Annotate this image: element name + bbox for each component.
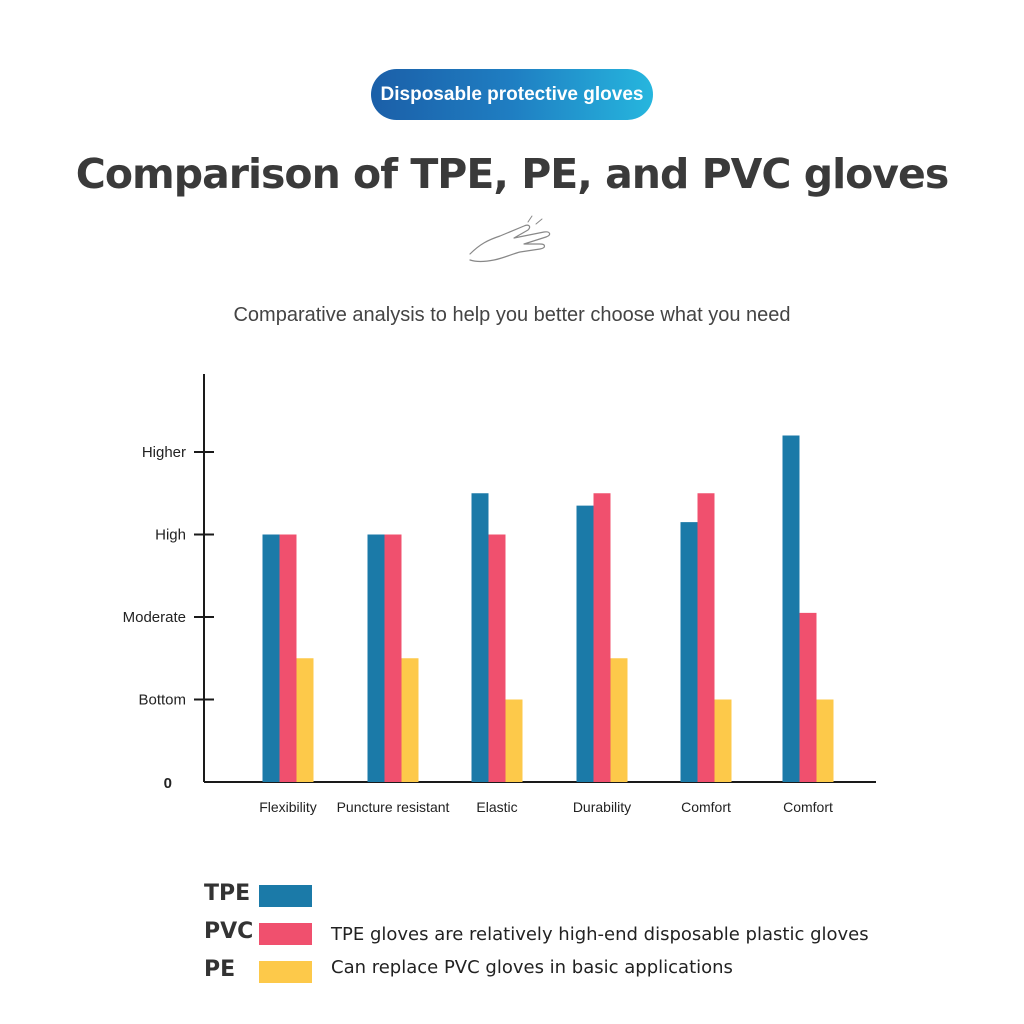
bar-tpe-3 (576, 505, 594, 782)
y-tick-label: Moderate (123, 609, 186, 626)
bar-tpe-1 (367, 534, 385, 782)
hand-icon (469, 215, 551, 263)
bar-tpe-2 (471, 493, 489, 782)
bar-pe-4 (714, 699, 732, 782)
x-category-label: Comfort (681, 799, 731, 815)
legend-swatch-tpe (259, 885, 312, 907)
bar-tpe-0 (262, 534, 280, 782)
legend-swatch-pvc (259, 923, 312, 945)
x-category-label: Comfort (783, 799, 833, 815)
y-tick-label: Higher (142, 444, 186, 461)
bar-pvc-4 (697, 493, 715, 782)
bar-pe-0 (296, 658, 314, 782)
legend-swatch-pe (259, 961, 312, 983)
legend-note-pe: Can replace PVC gloves in basic applicat… (331, 957, 733, 978)
bar-pe-3 (610, 658, 628, 782)
bar-pe-5 (816, 699, 834, 782)
legend-note-pvc: TPE gloves are relatively high-end dispo… (331, 924, 869, 945)
bar-pvc-3 (593, 493, 611, 782)
bar-pvc-2 (488, 534, 506, 782)
bar-pvc-5 (799, 612, 817, 782)
legend-key-pvc: PVC (204, 919, 254, 944)
category-badge: Disposable protective gloves (371, 69, 653, 120)
x-category-label: Puncture resistant (337, 799, 450, 815)
bar-pvc-0 (279, 534, 297, 782)
bar-pe-2 (505, 699, 523, 782)
bar-tpe-5 (782, 435, 800, 782)
page-title: Comparison of TPE, PE, and PVC gloves (75, 150, 950, 198)
bar-pvc-1 (384, 534, 402, 782)
x-category-label: Flexibility (259, 799, 317, 815)
legend-key-tpe: TPE (204, 881, 251, 906)
bar-pe-1 (401, 658, 419, 782)
bar-tpe-4 (680, 522, 698, 782)
x-category-label: Durability (573, 799, 631, 815)
y-tick-label: Bottom (138, 692, 186, 709)
chart-subtitle: Comparative analysis to help you better … (233, 304, 791, 326)
y-tick-label: 0 (164, 775, 172, 792)
category-badge-label: Disposable protective gloves (380, 83, 644, 105)
legend-key-pe: PE (204, 957, 236, 982)
y-tick-label: High (155, 527, 186, 544)
x-category-label: Elastic (476, 799, 517, 815)
